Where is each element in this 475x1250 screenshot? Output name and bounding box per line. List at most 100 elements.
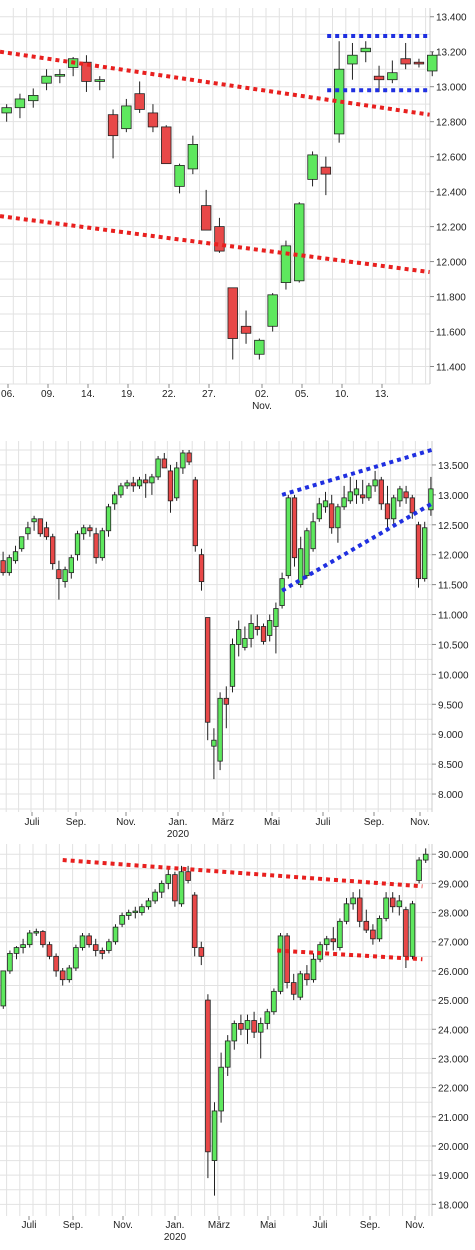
y-tick-label: 12.000 — [436, 258, 467, 269]
candle-body — [242, 638, 248, 648]
candle-body — [155, 458, 161, 478]
x-tick-label: 13. — [375, 389, 389, 400]
candle-up — [180, 449, 186, 474]
candle-up — [187, 135, 199, 175]
candle-down — [370, 924, 376, 945]
candle-body — [205, 999, 211, 1153]
candle-up — [304, 527, 310, 579]
candle-body — [139, 906, 145, 913]
y-tick-label: 26.000 — [438, 967, 469, 978]
candle-body — [244, 1020, 251, 1030]
candle-down — [92, 938, 99, 957]
candle-body — [217, 697, 223, 762]
candle-body — [329, 503, 335, 529]
trend-lines — [62, 858, 423, 962]
candle-up — [74, 530, 81, 561]
candle-body — [384, 503, 391, 520]
vertical-gridlines — [12, 8, 427, 384]
candle-body — [161, 126, 172, 165]
candle-body — [273, 608, 279, 627]
y-tick-label: 25.000 — [438, 996, 469, 1007]
candle-body — [86, 935, 92, 946]
x-tick-label: Mai — [260, 1220, 276, 1231]
candle-body — [297, 973, 304, 998]
candle-body — [79, 935, 86, 948]
candle-body — [33, 931, 40, 934]
candle-down — [192, 476, 198, 552]
candle-down — [284, 932, 290, 989]
candle-body — [43, 527, 50, 538]
candle-body — [25, 527, 31, 535]
candle-up — [139, 903, 145, 916]
y-tick-label: 21.000 — [438, 1113, 469, 1124]
candle-up — [81, 524, 87, 540]
candle-down — [205, 617, 211, 741]
candle-down — [198, 548, 205, 591]
candle-body — [376, 918, 383, 940]
candle-body — [121, 105, 132, 130]
candle-body — [294, 203, 305, 282]
candle-up — [121, 98, 132, 133]
candle-body — [422, 853, 429, 861]
candle-down — [0, 551, 6, 576]
y-tick-label: 11.400 — [436, 363, 466, 374]
candle-up — [277, 932, 284, 995]
candle-body — [360, 47, 371, 53]
candle-down — [409, 494, 415, 519]
trend-lines — [281, 448, 433, 593]
candle-up — [211, 728, 217, 780]
candle-body — [192, 479, 198, 547]
candle-up — [25, 521, 31, 540]
candle-body — [74, 533, 81, 556]
candle-body — [397, 488, 403, 502]
y-tick-label: 13.500 — [438, 461, 469, 472]
candle-body — [132, 910, 139, 914]
candle-body — [56, 569, 62, 580]
candle-body — [147, 112, 159, 128]
candle-down — [198, 941, 205, 966]
candle-body — [149, 476, 155, 484]
candle-up — [376, 915, 383, 942]
candle-up — [174, 163, 185, 194]
candle-down — [46, 941, 53, 960]
candle-body — [12, 551, 19, 562]
candle-body — [427, 54, 438, 72]
candle-body — [178, 871, 185, 905]
candle-body — [134, 93, 145, 110]
candle-up — [231, 1020, 238, 1050]
candle-up — [152, 889, 158, 904]
candle-body — [40, 931, 46, 946]
y-tick-label: 13.200 — [436, 48, 467, 59]
candle-body — [422, 527, 428, 580]
candle-up — [271, 988, 277, 1015]
candles — [0, 848, 429, 1196]
candle-body — [205, 617, 211, 723]
candle-body — [353, 488, 360, 496]
candle-up — [165, 868, 172, 890]
candle-up — [1, 104, 12, 122]
candle-body — [350, 897, 356, 905]
x-tick-label: Nov. — [405, 1220, 425, 1231]
y-tick-label: 13.400 — [436, 13, 467, 24]
candle-body — [0, 970, 7, 1007]
candle-up — [20, 938, 26, 954]
candle-body — [290, 982, 297, 995]
candle-down — [191, 892, 198, 957]
candle-up — [119, 912, 125, 928]
candle-up — [73, 944, 79, 971]
candle-up — [145, 897, 152, 910]
candle-down — [143, 473, 149, 498]
candle-up — [310, 953, 317, 983]
y-tick-label: 27.000 — [438, 938, 469, 949]
candle-up — [31, 515, 37, 531]
candle-body — [227, 287, 238, 339]
chart-panel-top: 11.400 11.600 11.800 12.000 12.200 12.400 12.6… — [0, 0, 475, 428]
candle-body — [279, 578, 285, 606]
candle-up — [372, 470, 378, 492]
candle-body — [337, 920, 343, 948]
candle-up — [366, 482, 372, 501]
y-tick-label: 19.000 — [438, 1171, 469, 1182]
candle-body — [37, 518, 43, 535]
candle-body — [363, 920, 370, 931]
y-tick-label: 18.000 — [438, 1200, 469, 1211]
